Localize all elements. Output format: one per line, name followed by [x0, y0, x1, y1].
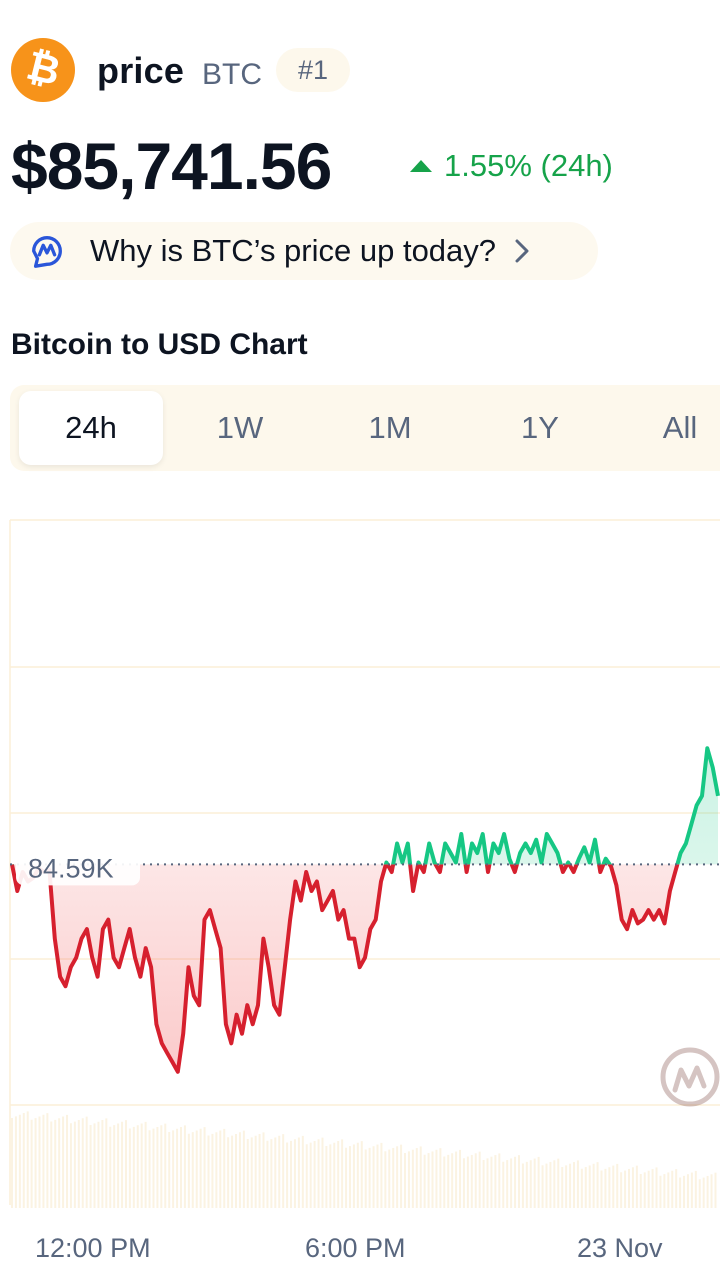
range-tab-1y[interactable]: 1Y [521, 410, 559, 445]
x-tick-label: 6:00 PM [305, 1233, 406, 1263]
range-tab-all[interactable]: All [662, 410, 698, 445]
time-range-selector: 24h 1W 1M 1Y All [10, 385, 720, 471]
rank-badge: #1 [276, 48, 350, 92]
price-line-below [10, 864, 680, 1074]
price-insight-label: Why is BTC’s price up today? [90, 233, 497, 268]
x-tick-label: 23 Nov [577, 1233, 663, 1263]
volume-band [11, 1111, 717, 1208]
chart-title: Bitcoin to USD Chart [11, 328, 308, 361]
range-tab-1m[interactable]: 1M [368, 410, 412, 445]
watermark-logo-icon [660, 1047, 720, 1107]
triangle-up-icon [410, 160, 432, 172]
range-tab-1w[interactable]: 1W [216, 410, 264, 445]
range-tab-24h[interactable]: 24h [19, 391, 163, 465]
bitcoin-logo-icon: ₿ [11, 38, 75, 102]
price-insight-button[interactable]: Why is BTC’s price up today? [10, 222, 598, 280]
price-change-badge: 1.55% (24h) [410, 148, 613, 184]
price-area-below [12, 864, 718, 1072]
coin-name: price [97, 50, 185, 91]
price-chart[interactable]: 84.59K [0, 500, 720, 1220]
chart-gridlines [9, 519, 720, 1205]
reference-price-label: 84.59K [28, 853, 114, 883]
reference-price-label-bg [16, 843, 140, 886]
chevron-right-icon [515, 239, 529, 263]
x-tick-label: 12:00 PM [35, 1233, 151, 1263]
coin-symbol: BTC [202, 58, 262, 91]
ai-insight-icon [32, 236, 62, 268]
current-price: $85,741.56 [11, 129, 332, 203]
price-change-text: 1.55% (24h) [444, 148, 613, 183]
